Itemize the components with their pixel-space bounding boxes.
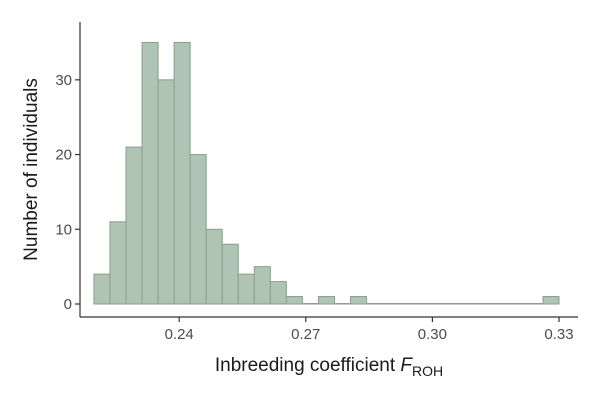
histogram-bar — [253, 266, 271, 305]
histogram-bar — [510, 303, 528, 305]
x-tick-label: 0.24 — [165, 326, 194, 343]
x-axis-title-subscript: ROH — [412, 363, 443, 379]
bars-group — [93, 41, 560, 305]
y-tick-label: 30 — [55, 72, 72, 89]
x-axis-title: Inbreeding coefficient FROH — [215, 355, 443, 379]
histogram-bar — [173, 41, 191, 305]
y-axis-title: Number of individuals — [21, 78, 42, 261]
histogram-bar — [382, 303, 400, 305]
histogram-bar — [446, 303, 464, 305]
histogram-bar — [462, 303, 480, 305]
histogram-bar — [157, 79, 175, 305]
histogram-bar — [333, 303, 352, 305]
x-ticks-group: 0.24 0.27 0.30 0.33 — [165, 317, 574, 343]
y-tick-label: 10 — [55, 221, 72, 238]
histogram-bar — [542, 296, 560, 305]
y-tick-label: 20 — [55, 147, 72, 164]
histogram-bar — [125, 146, 143, 305]
histogram-bar — [317, 296, 335, 305]
axes-group — [79, 22, 578, 318]
histogram-bar — [221, 243, 239, 305]
histogram-bar — [494, 303, 512, 305]
x-axis-title-text: Inbreeding coefficient — [215, 355, 401, 376]
histogram-bar — [141, 41, 159, 305]
y-ticks-group: 0 10 20 30 — [55, 72, 80, 313]
histogram-bar — [285, 296, 303, 305]
x-tick-label: 0.27 — [291, 326, 320, 343]
histogram-bar — [350, 296, 368, 305]
histogram-bar — [366, 303, 384, 305]
histogram-bar — [93, 273, 111, 305]
histogram-bar — [414, 303, 432, 305]
histogram-bar — [398, 303, 416, 305]
histogram-bar — [526, 303, 544, 305]
histogram-bar — [237, 273, 255, 305]
histogram-bar — [301, 303, 319, 305]
histogram-bar — [430, 303, 448, 305]
histogram-bar — [189, 154, 207, 305]
x-tick-label: 0.30 — [418, 326, 447, 343]
histogram-bar — [269, 281, 287, 305]
y-tick-label: 0 — [64, 296, 72, 313]
x-tick-label: 0.33 — [544, 326, 573, 343]
histogram-bar — [109, 221, 127, 305]
histogram-bar — [478, 303, 496, 305]
x-axis-title-variable: F — [400, 355, 413, 376]
histogram-bar — [205, 228, 223, 305]
